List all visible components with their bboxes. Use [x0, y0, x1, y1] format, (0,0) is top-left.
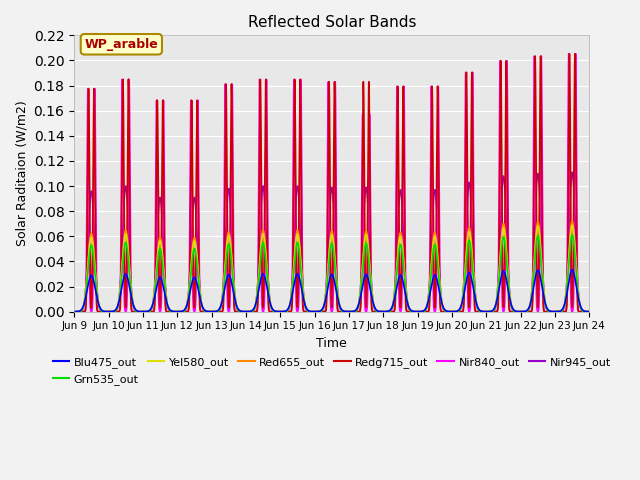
Red655_out	[584, 309, 591, 314]
Line: Grn535_out: Grn535_out	[74, 235, 589, 312]
Nir945_out	[180, 308, 188, 314]
Blu475_out	[476, 307, 484, 313]
Blu475_out	[263, 285, 271, 291]
Grn535_out	[263, 273, 271, 279]
Nir945_out	[70, 309, 78, 314]
Redg715_out	[70, 309, 78, 314]
Yel580_out	[403, 293, 410, 299]
Yel580_out	[568, 222, 576, 228]
Grn535_out	[70, 309, 78, 314]
Line: Nir945_out: Nir945_out	[74, 172, 589, 312]
Redg715_out	[476, 309, 484, 314]
Nir840_out	[180, 309, 188, 314]
Blu475_out	[180, 307, 188, 313]
X-axis label: Time: Time	[316, 337, 347, 350]
Nir840_out	[403, 307, 410, 312]
Line: Blu475_out: Blu475_out	[74, 270, 589, 312]
Nir840_out	[584, 309, 591, 314]
Redg715_out	[584, 309, 591, 314]
Title: Reflected Solar Bands: Reflected Solar Bands	[248, 15, 416, 30]
Y-axis label: Solar Raditaion (W/m2): Solar Raditaion (W/m2)	[15, 101, 28, 246]
Yel580_out	[586, 309, 593, 314]
Blu475_out	[584, 309, 591, 314]
Nir840_out	[175, 309, 183, 314]
Nir840_out	[476, 309, 484, 314]
Line: Nir840_out: Nir840_out	[74, 54, 589, 312]
Grn535_out	[175, 309, 183, 314]
Redg715_out	[403, 308, 410, 314]
Blu475_out	[403, 297, 410, 302]
Red655_out	[70, 309, 78, 314]
Yel580_out	[263, 268, 271, 274]
Redg715_out	[180, 309, 188, 314]
Grn535_out	[584, 309, 591, 314]
Nir945_out	[584, 309, 591, 314]
Nir840_out	[586, 309, 593, 314]
Red655_out	[175, 309, 183, 314]
Yel580_out	[70, 309, 78, 314]
Nir945_out	[568, 169, 576, 175]
Yel580_out	[180, 308, 188, 313]
Blu475_out	[586, 309, 593, 314]
Nir945_out	[586, 309, 593, 314]
Line: Red655_out: Red655_out	[74, 221, 589, 312]
Yel580_out	[584, 309, 591, 314]
Line: Yel580_out: Yel580_out	[74, 225, 589, 312]
Yel580_out	[175, 309, 183, 314]
Nir945_out	[175, 309, 183, 314]
Nir840_out	[70, 309, 78, 314]
Red655_out	[180, 308, 188, 313]
Text: WP_arable: WP_arable	[84, 38, 158, 51]
Nir945_out	[476, 309, 484, 314]
Redg715_out	[175, 309, 183, 314]
Blu475_out	[568, 267, 576, 273]
Red655_out	[403, 292, 410, 298]
Grn535_out	[476, 308, 484, 314]
Red655_out	[586, 309, 593, 314]
Grn535_out	[180, 308, 188, 313]
Nir945_out	[403, 291, 410, 297]
Redg715_out	[263, 201, 271, 207]
Blu475_out	[175, 309, 183, 314]
Yel580_out	[476, 308, 484, 314]
Red655_out	[568, 218, 576, 224]
Grn535_out	[568, 232, 576, 238]
Legend: Blu475_out, Grn535_out, Yel580_out, Red655_out, Redg715_out, Nir840_out, Nir945_: Blu475_out, Grn535_out, Yel580_out, Red6…	[48, 353, 616, 389]
Blu475_out	[70, 309, 78, 314]
Redg715_out	[586, 309, 593, 314]
Redg715_out	[571, 51, 579, 57]
Grn535_out	[586, 309, 593, 314]
Red655_out	[263, 266, 271, 272]
Nir840_out	[263, 114, 271, 120]
Grn535_out	[403, 295, 410, 300]
Nir945_out	[263, 253, 271, 259]
Red655_out	[476, 308, 484, 314]
Line: Redg715_out: Redg715_out	[74, 54, 589, 312]
Nir840_out	[572, 51, 579, 57]
